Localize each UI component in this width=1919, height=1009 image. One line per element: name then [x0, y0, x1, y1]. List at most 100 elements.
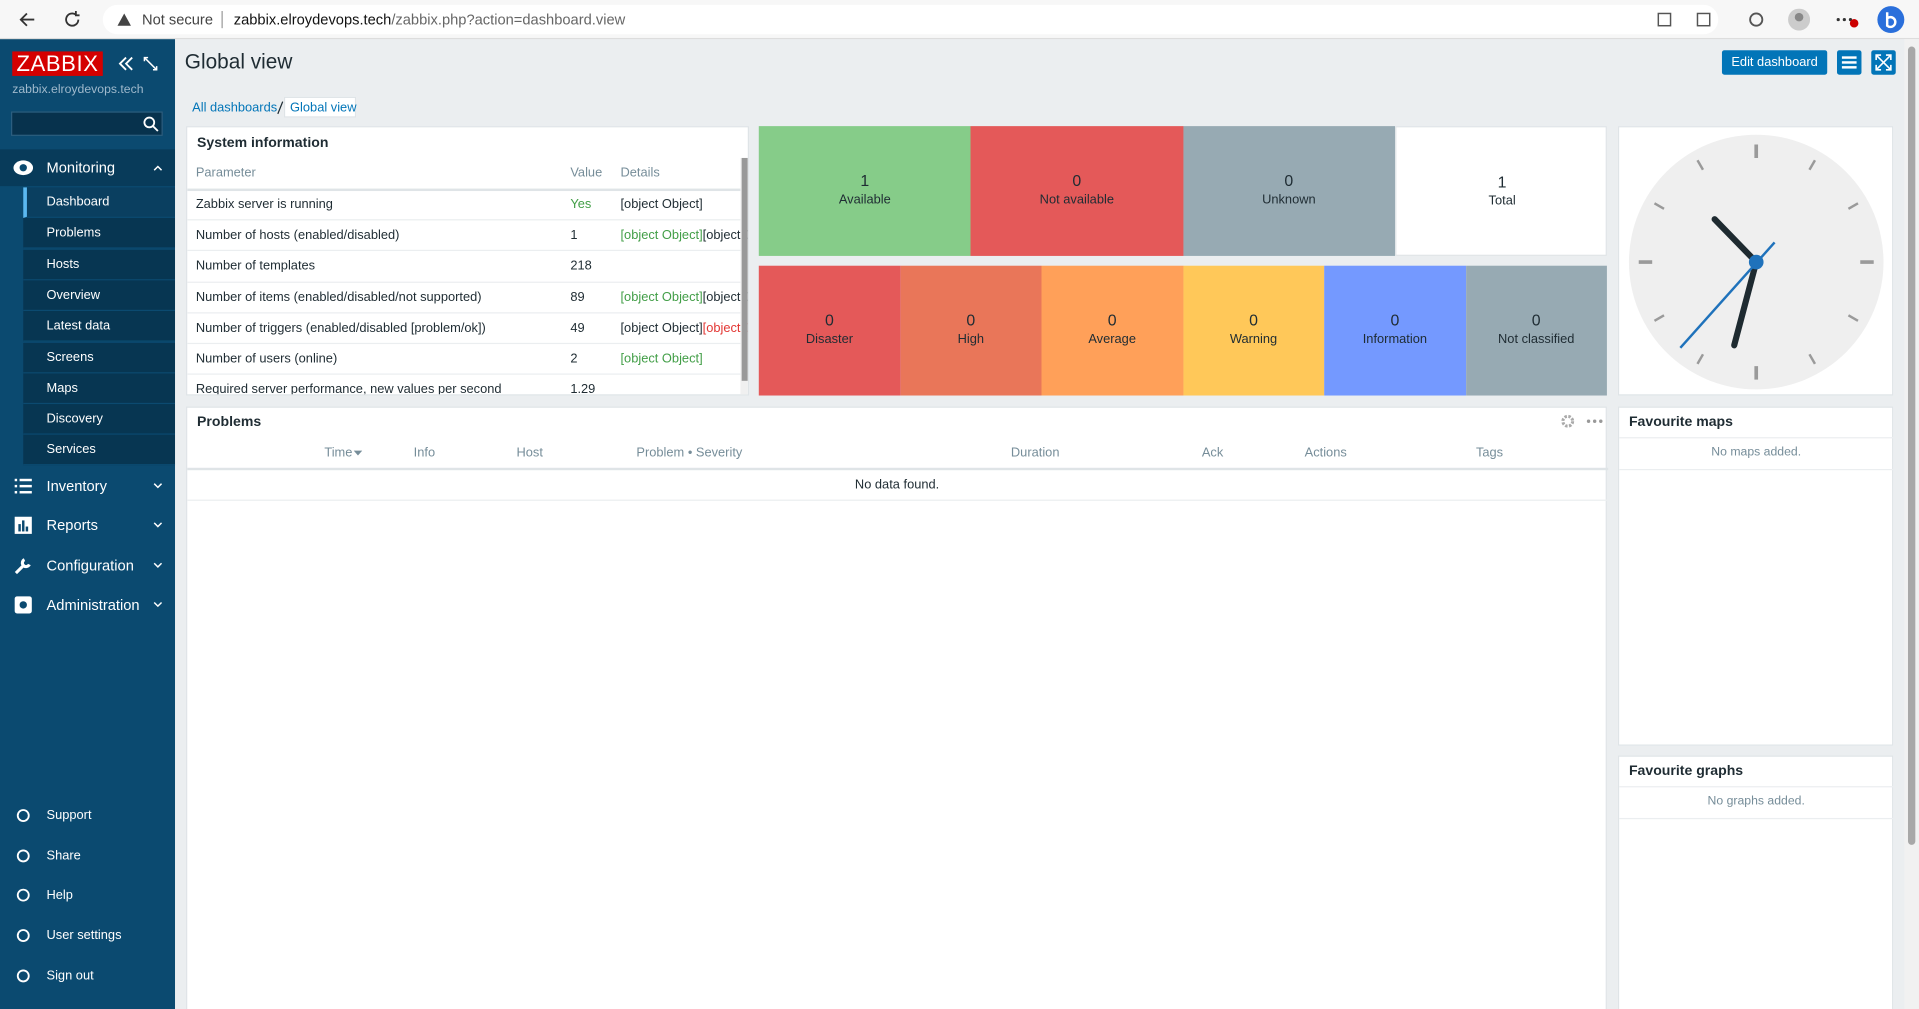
column-header: Ack — [1201, 445, 1224, 461]
page-scrollbar-thumb[interactable] — [1907, 46, 1916, 845]
address-bar[interactable]: Not secure zabbix.elroydevops.tech/zabbix… — [102, 4, 1719, 35]
icon — [14, 596, 32, 614]
icon-shape — [152, 125, 159, 132]
empty-message: No data found. — [854, 477, 940, 493]
widget-title: Problems — [197, 415, 262, 430]
icon[interactable] — [16, 928, 31, 943]
icon[interactable] — [17, 11, 37, 28]
tile-label: Not classified — [1498, 331, 1575, 347]
column-header: Details — [620, 165, 660, 181]
tile-count: 1 — [860, 171, 870, 190]
breadcrumb[interactable]: All dashboards — [192, 100, 278, 116]
tile-count: 0 — [1249, 311, 1258, 330]
icon[interactable] — [16, 848, 31, 863]
submenu-item[interactable]: Dashboard — [23, 187, 176, 218]
column-header[interactable]: Time — [324, 445, 353, 461]
icon[interactable] — [1836, 11, 1860, 28]
favourite-maps-widget: Favourite maps No maps added. — [1617, 406, 1895, 746]
details: [object Object] — [620, 350, 702, 367]
status-tile[interactable]: 0 Not classified — [1465, 265, 1607, 396]
fullscreen-button[interactable] — [1871, 50, 1896, 75]
widget-title: Favourite graphs — [1628, 764, 1744, 779]
icon[interactable] — [1695, 11, 1712, 28]
breadcrumb: Global view — [290, 100, 357, 116]
logo[interactable]: ZABBIX — [12, 51, 103, 76]
status-tile[interactable]: 0 Not available — [970, 126, 1183, 256]
submenu-label: Services — [46, 442, 96, 458]
tile-label: Disaster — [805, 331, 854, 347]
icon — [153, 483, 163, 489]
value: 1 — [570, 227, 578, 243]
search-box[interactable] — [11, 111, 163, 136]
icon[interactable] — [62, 10, 82, 30]
icon-shape — [1841, 61, 1857, 64]
icon[interactable] — [1788, 8, 1811, 31]
menu-section[interactable]: Monitoring — [0, 149, 176, 187]
url-path: /zabbix.php?action=dashboard.view — [391, 11, 626, 29]
submenu-item[interactable]: Latest data — [23, 311, 176, 342]
menu-section[interactable]: Reports — [0, 507, 175, 544]
icon[interactable] — [1876, 5, 1905, 34]
icon-shape — [14, 484, 18, 488]
status-tile[interactable]: 0 Unknown — [1182, 126, 1395, 256]
submenu-item[interactable]: Overview — [23, 280, 176, 311]
icon-shape — [1653, 202, 1665, 210]
menu-section[interactable]: Configuration — [0, 547, 175, 584]
edit-dashboard-button[interactable]: Edit dashboard — [1721, 50, 1828, 75]
icon[interactable] — [143, 56, 158, 71]
icon[interactable] — [16, 808, 31, 823]
submenu-item[interactable]: Discovery — [23, 404, 176, 435]
submenu-item[interactable]: Services — [23, 435, 176, 466]
tile-count: 0 — [966, 311, 976, 330]
icon-shape — [277, 101, 284, 115]
row-rule — [187, 250, 741, 252]
status-tile[interactable]: 1 Available — [758, 126, 971, 256]
row-rule — [187, 312, 741, 314]
column-header: Host — [516, 445, 543, 461]
footer-link[interactable]: Help — [46, 888, 73, 903]
icon — [117, 13, 131, 26]
footer-link[interactable]: Sign out — [46, 968, 94, 984]
icon — [153, 562, 163, 568]
icon[interactable] — [16, 968, 31, 983]
status-tile[interactable]: 0 Average — [1041, 265, 1183, 396]
status-tile[interactable]: 0 High — [900, 265, 1042, 396]
footer-link[interactable]: Support — [46, 808, 92, 823]
widget-title: Favourite maps — [1628, 415, 1733, 430]
menu-section[interactable]: Inventory — [0, 468, 175, 505]
tile-label: Available — [838, 192, 891, 207]
status-tile[interactable]: 0 Disaster — [758, 265, 901, 396]
icon-shape — [1847, 314, 1859, 322]
icon-shape — [143, 56, 158, 71]
status-tile[interactable]: 0 Information — [1324, 265, 1466, 396]
submenu-item[interactable]: Maps — [23, 373, 176, 404]
status-tile[interactable]: 0 Warning — [1182, 265, 1325, 396]
value: 2 — [570, 351, 578, 367]
breadcrumb-current[interactable]: Global view — [283, 96, 357, 118]
submenu-item[interactable]: Problems — [23, 218, 176, 249]
icon-shape — [1653, 314, 1665, 322]
tile-count: 0 — [1072, 171, 1082, 190]
icon[interactable] — [1560, 414, 1575, 429]
icon[interactable] — [1748, 11, 1765, 28]
submenu-item[interactable]: Screens — [23, 342, 176, 373]
icon-shape — [1794, 12, 1804, 22]
icon-shape — [153, 522, 163, 528]
row-rule — [187, 219, 741, 221]
icon[interactable] — [1656, 11, 1673, 28]
menu-button[interactable] — [1836, 50, 1862, 75]
menu-label: Administration — [46, 596, 140, 614]
submenu-item[interactable]: Hosts — [23, 249, 176, 280]
footer-link[interactable]: User settings — [46, 928, 122, 943]
submenu-label: Latest data — [46, 318, 111, 334]
menu-section[interactable]: Administration — [0, 587, 175, 624]
icon[interactable] — [16, 888, 31, 903]
page-title: Global view — [184, 50, 293, 74]
icon[interactable] — [117, 56, 134, 71]
status-tile[interactable]: 1 Total — [1394, 126, 1607, 256]
icon — [153, 165, 163, 171]
footer-link[interactable]: Share — [46, 848, 81, 863]
icon[interactable] — [1586, 418, 1603, 425]
parameter: Number of triggers (enabled/disabled [pr… — [195, 320, 486, 336]
column-header: Info — [413, 445, 436, 461]
